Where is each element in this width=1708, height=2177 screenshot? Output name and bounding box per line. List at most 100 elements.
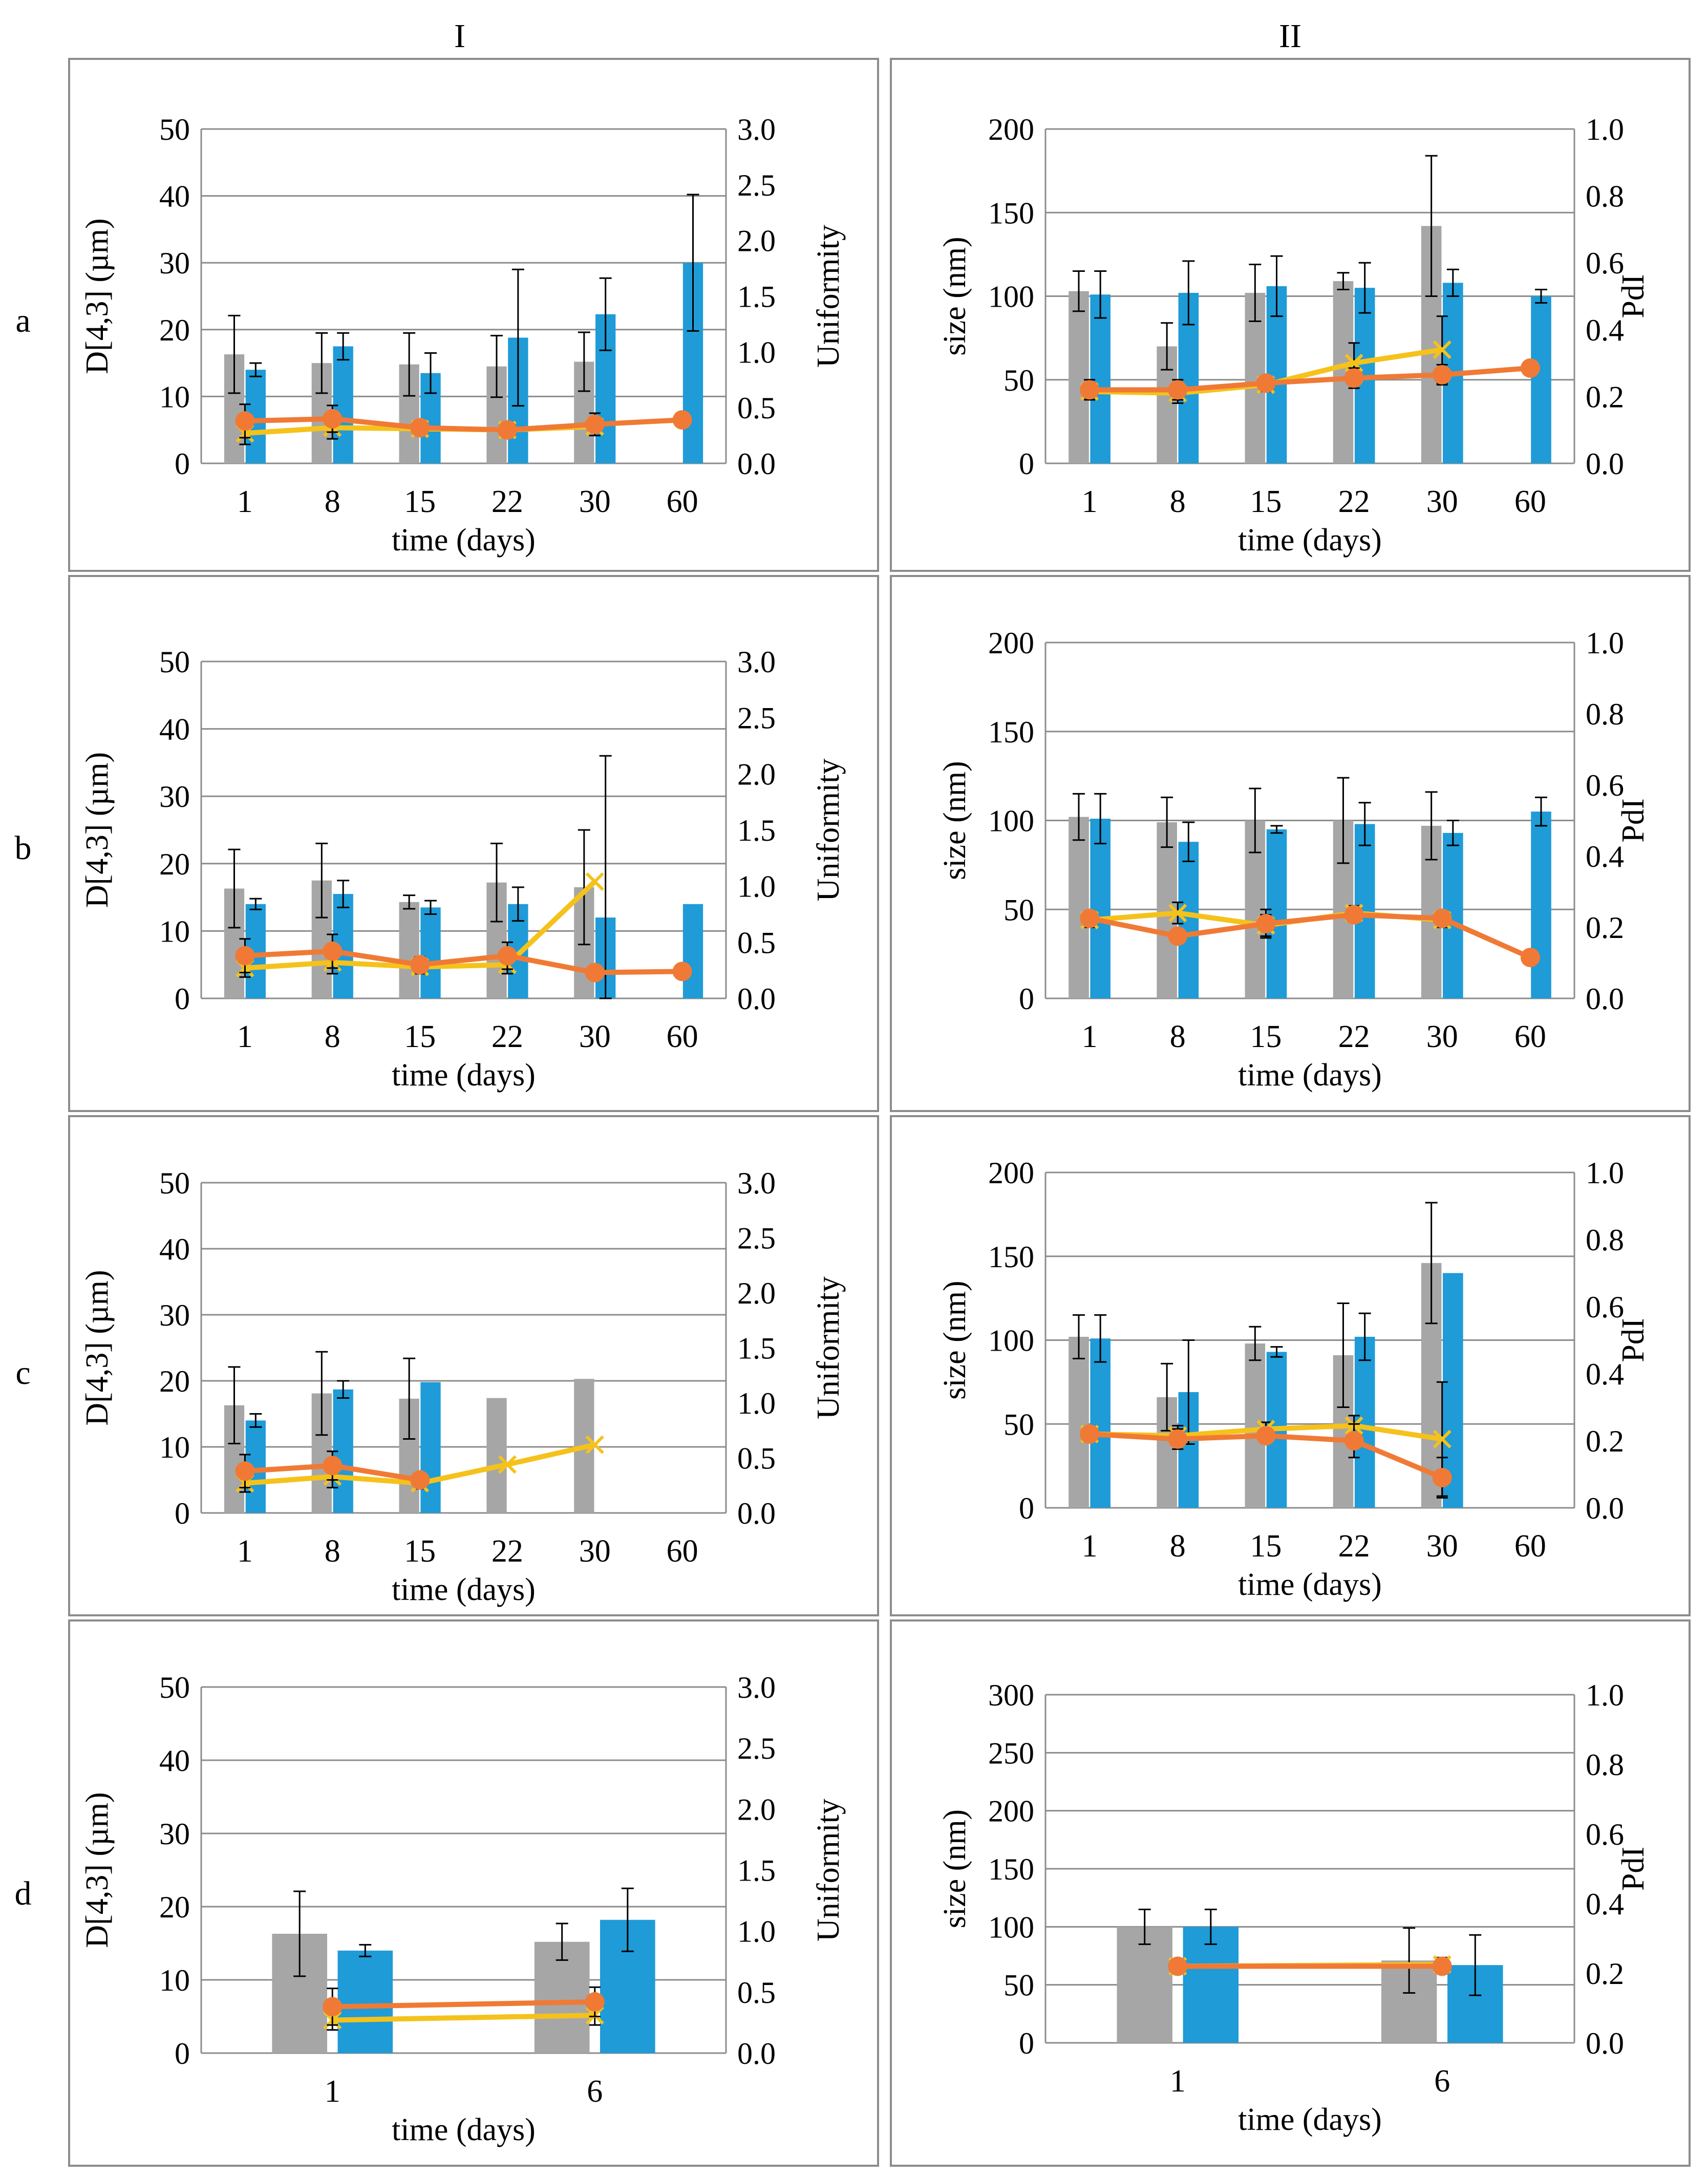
y2-axis-title: Uniformity [811, 225, 846, 368]
bar-blue [1178, 842, 1199, 998]
y2-tick-label: 2.0 [737, 757, 776, 791]
y2-tick-label: 3.0 [737, 1671, 776, 1704]
x-tick-label: 1 [237, 1534, 253, 1569]
marker-orange [672, 962, 692, 981]
x-tick-label: 22 [492, 1019, 523, 1054]
y2-tick-label: 0.0 [1586, 982, 1624, 1016]
bar-gray [1117, 1927, 1172, 2043]
marker-orange [323, 1456, 343, 1476]
y-tick-label: 0 [1019, 2026, 1034, 2060]
marker-orange [585, 414, 605, 434]
series-line-orange [1090, 365, 1531, 393]
marker-orange [235, 411, 255, 431]
y2-tick-label: 1.5 [737, 1854, 776, 1888]
y-tick-label: 50 [159, 645, 190, 679]
bar-blue [1266, 829, 1287, 998]
marker-orange [410, 418, 430, 438]
y-tick-label: 20 [159, 1890, 190, 1924]
y-tick-label: 40 [159, 180, 190, 214]
y-tick-label: 150 [988, 1240, 1034, 1274]
y2-tick-label: 0.6 [1586, 1818, 1624, 1851]
y-tick-label: 200 [988, 1795, 1034, 1828]
y-axis-title: D[4,3] (µm) [80, 1270, 115, 1425]
y-tick-label: 100 [988, 1324, 1034, 1358]
y-tick-label: 0 [175, 982, 190, 1016]
y-tick-label: 30 [159, 246, 190, 280]
marker-orange [1344, 368, 1364, 388]
y2-axis-title: PdI [1616, 1847, 1651, 1891]
y2-tick-label: 0.0 [737, 1497, 776, 1530]
y2-tick-label: 0.4 [1586, 313, 1624, 347]
panel-border [890, 58, 1691, 572]
marker-yellow [585, 1435, 604, 1454]
y-tick-label: 40 [159, 713, 190, 746]
y2-tick-label: 0.4 [1586, 1887, 1624, 1921]
x-tick-label: 22 [1338, 484, 1370, 519]
marker-orange [497, 946, 517, 966]
x-axis-title: time (days) [1238, 2102, 1382, 2137]
x-tick-label: 1 [237, 1019, 253, 1054]
x-tick-label: 8 [1170, 1529, 1186, 1564]
bar-blue [1090, 1338, 1111, 1508]
y-tick-label: 300 [988, 1678, 1034, 1712]
marker-yellow [1433, 1429, 1451, 1448]
y-axis-title: D[4,3] (µm) [80, 1792, 115, 1948]
marker-orange [1168, 1956, 1188, 1976]
bar-blue [1531, 296, 1551, 463]
y-tick-label: 200 [988, 626, 1034, 660]
y2-tick-label: 0.2 [1586, 1424, 1624, 1458]
marker-orange [410, 1470, 430, 1490]
row-label-b: b [15, 829, 32, 867]
y-tick-label: 50 [1004, 893, 1034, 927]
marker-yellow [1168, 904, 1187, 923]
y2-tick-label: 1.0 [737, 335, 776, 369]
x-tick-label: 8 [325, 1534, 340, 1569]
x-axis-title: time (days) [392, 523, 536, 558]
y-tick-label: 150 [988, 1852, 1034, 1886]
y2-tick-label: 2.0 [737, 1276, 776, 1310]
marker-orange [1256, 373, 1276, 393]
x-tick-label: 15 [1250, 484, 1282, 519]
marker-orange [1256, 914, 1276, 934]
y-tick-label: 30 [159, 1817, 190, 1851]
x-tick-label: 30 [1426, 1019, 1458, 1054]
x-tick-label: 30 [1426, 484, 1458, 519]
x-tick-label: 30 [579, 484, 611, 519]
y-tick-label: 10 [159, 1431, 190, 1464]
marker-orange [585, 1992, 605, 2012]
chart-panel-IIb: 0 50 100 150 200 0.0 0.2 0.4 0.6 0.8 1.0 size (nm) P… [890, 575, 1691, 1112]
y-axis-title: size (nm) [937, 237, 972, 355]
y-tick-label: 50 [1004, 1407, 1034, 1441]
x-axis-title: time (days) [1238, 523, 1382, 558]
series-line-orange [245, 416, 682, 433]
panel-border [68, 58, 879, 572]
x-tick-label: 22 [492, 1534, 523, 1569]
series-line-yellow [332, 2013, 595, 2023]
series-line-orange [1089, 912, 1531, 960]
marker-orange [585, 963, 605, 983]
series-line-orange [332, 1999, 595, 2010]
marker-orange [1432, 908, 1452, 928]
y-tick-label: 0 [175, 1497, 190, 1530]
marker-orange [410, 955, 430, 975]
marker-orange [1168, 380, 1188, 400]
x-tick-label: 15 [404, 1534, 436, 1569]
y2-tick-label: 0.4 [1586, 840, 1624, 873]
y-axis-title: size (nm) [937, 761, 972, 880]
column-label-II: II [1279, 17, 1301, 55]
chart-panel-Id: 0 10 20 30 40 50 0.0 0.5 1.0 1.5 2.0 2.5 3.0 D[4,3] (… [68, 1619, 879, 2167]
marker-orange [1432, 1468, 1452, 1488]
series-line-orange [245, 948, 682, 975]
x-axis-title: time (days) [392, 1572, 536, 1607]
marker-orange [1080, 908, 1100, 928]
y-tick-label: 50 [1004, 1969, 1034, 2002]
bar-gray [399, 902, 419, 998]
x-tick-label: 1 [1082, 484, 1098, 519]
bar-gray [1069, 291, 1089, 463]
bar-blue [1090, 819, 1111, 998]
marker-orange [323, 941, 343, 961]
x-tick-label: 60 [1514, 1019, 1546, 1054]
y2-tick-label: 1.0 [737, 870, 776, 904]
y-tick-label: 40 [159, 1232, 190, 1266]
